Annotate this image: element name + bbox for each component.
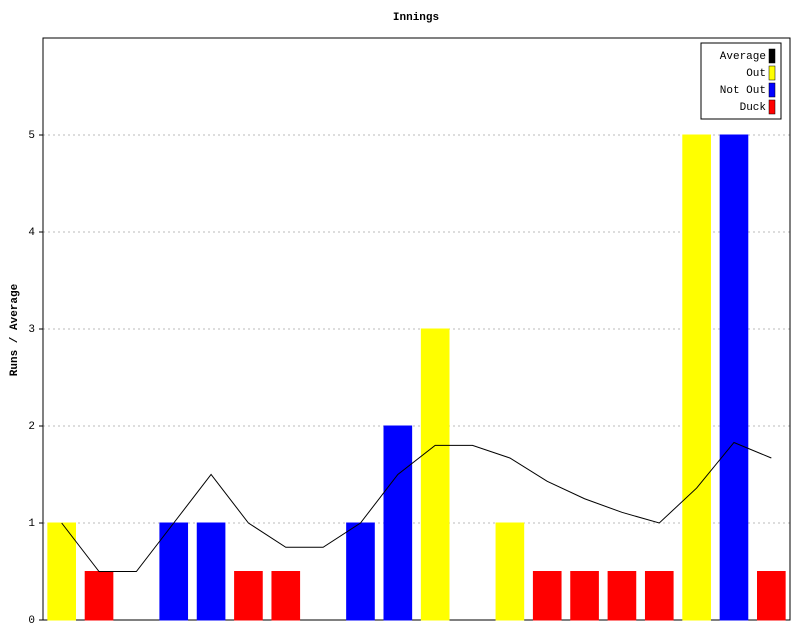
legend-swatch <box>768 99 776 115</box>
y-tick-label: 3 <box>28 324 35 336</box>
bar <box>420 328 450 621</box>
bar <box>234 571 263 621</box>
legend-swatch <box>768 82 776 98</box>
y-tick-label: 1 <box>28 518 35 530</box>
bar <box>570 571 599 621</box>
plot-frame <box>42 37 791 621</box>
bar <box>271 571 301 621</box>
y-tick-label: 4 <box>28 227 35 239</box>
bar <box>47 522 76 621</box>
bar <box>607 571 637 621</box>
y-tick-label: 5 <box>28 130 35 142</box>
legend-swatch <box>768 48 776 64</box>
legend-box <box>700 42 782 120</box>
bar <box>719 134 749 621</box>
legend-label: Duck <box>740 102 767 114</box>
bar <box>383 425 413 621</box>
average-line <box>61 441 772 572</box>
bar <box>682 134 711 621</box>
legend-label: Average <box>720 51 766 63</box>
legend-swatch <box>768 65 776 81</box>
chart-title: Innings <box>393 12 439 24</box>
y-axis-label: Runs / Average <box>9 283 21 376</box>
bar <box>159 522 189 621</box>
y-tick-label: 2 <box>28 421 35 433</box>
legend-label: Out <box>746 68 766 80</box>
legend-label: Not Out <box>720 85 766 97</box>
y-tick-label: 0 <box>28 615 35 627</box>
bar <box>84 571 114 621</box>
bar <box>346 522 375 621</box>
bar <box>495 522 525 621</box>
bar <box>196 522 226 621</box>
bar <box>757 571 786 621</box>
bar <box>644 571 674 621</box>
bar <box>532 571 562 621</box>
